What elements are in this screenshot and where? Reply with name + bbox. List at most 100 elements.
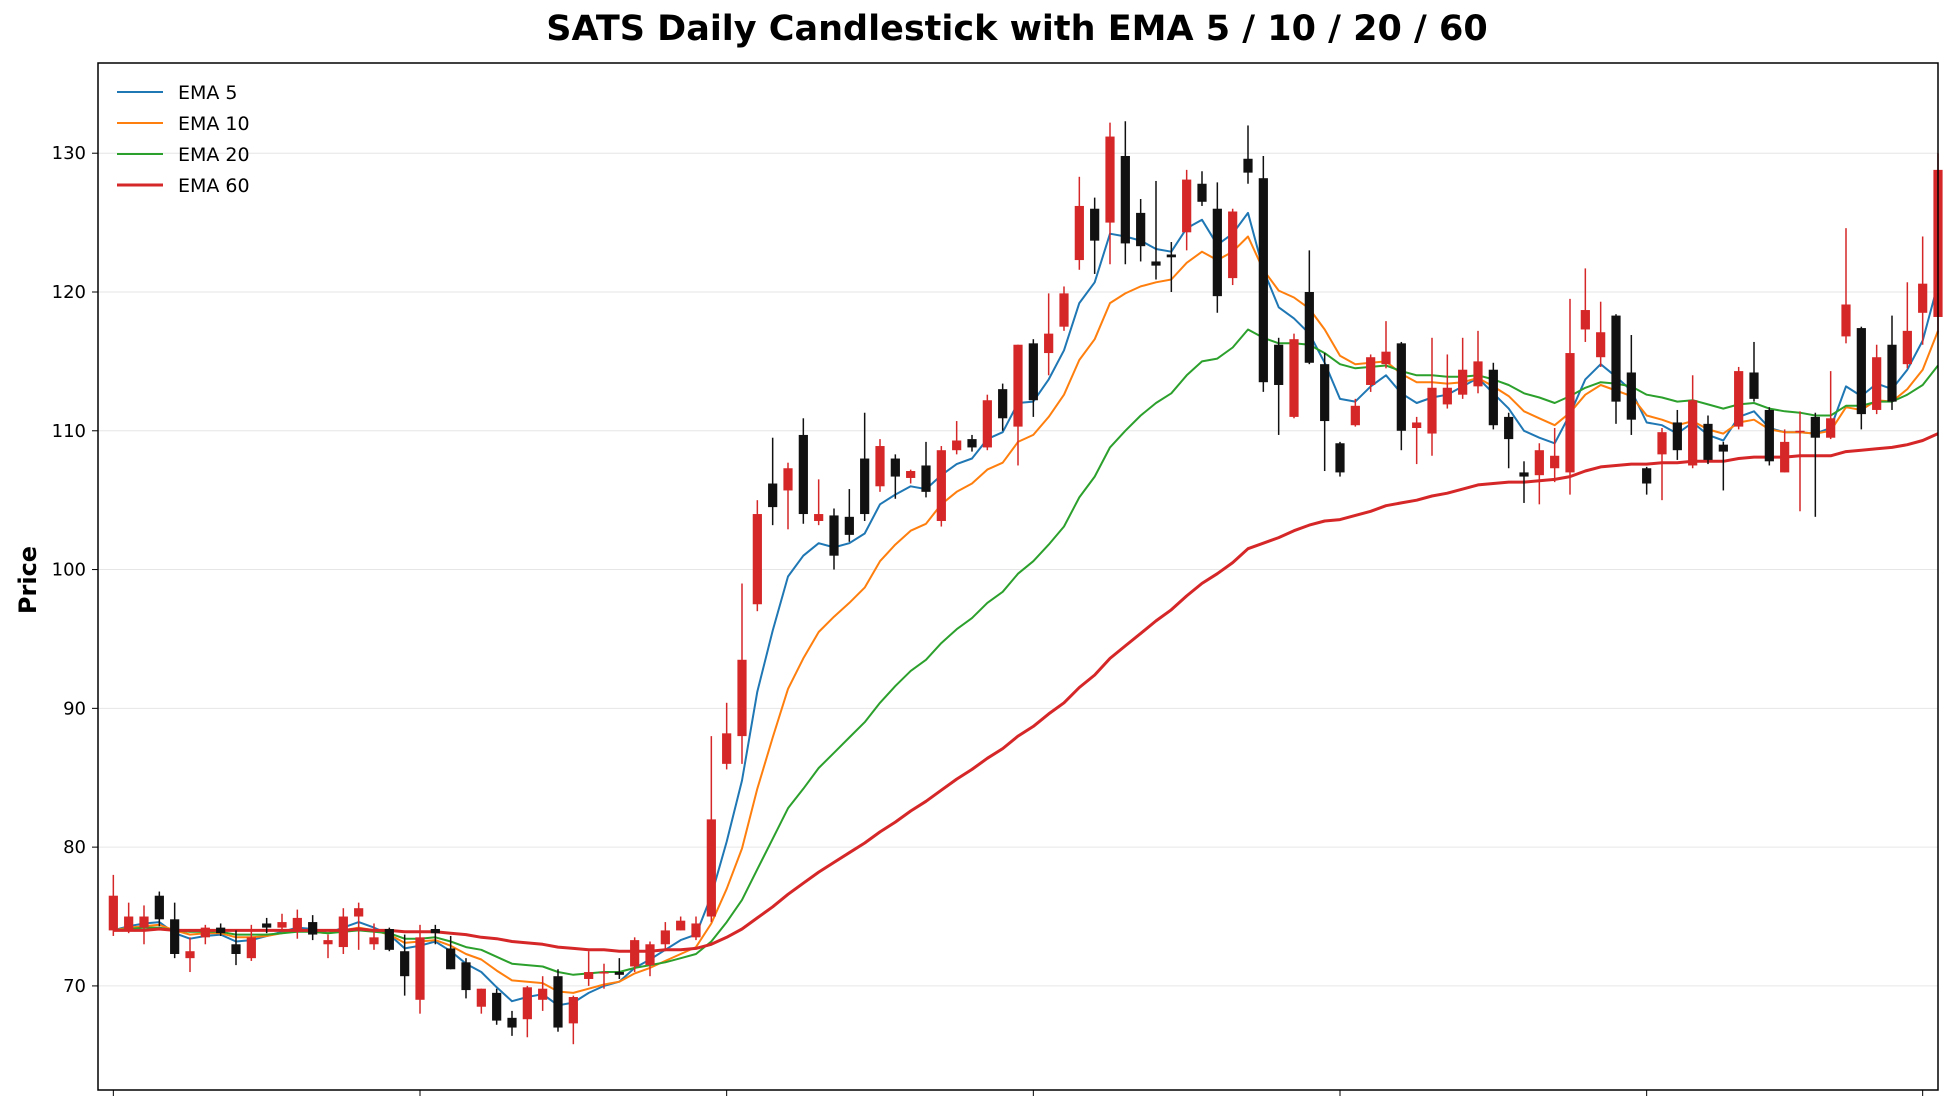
candle — [1672, 409, 1682, 460]
candle-body — [538, 988, 548, 1000]
candle — [1059, 286, 1069, 331]
candle-body — [200, 927, 210, 938]
candle-body — [814, 514, 824, 521]
candle-body — [1182, 179, 1192, 233]
candle — [124, 902, 134, 934]
candle-body — [982, 400, 992, 448]
candle-body — [645, 944, 655, 966]
candle-body — [1519, 472, 1529, 477]
candle-body — [706, 819, 716, 917]
candle-body — [461, 962, 471, 991]
candle — [446, 935, 456, 970]
candle — [890, 454, 900, 499]
candle-body — [1504, 416, 1514, 440]
candle — [1381, 321, 1391, 369]
candle-body — [216, 927, 226, 934]
candle — [584, 951, 594, 986]
candle-body — [1258, 178, 1268, 383]
candle-body — [185, 951, 195, 959]
candle — [1304, 250, 1314, 365]
candle-body — [1442, 387, 1452, 405]
candle — [998, 383, 1008, 431]
candle-body — [1197, 183, 1207, 202]
ema-line-ema60 — [113, 432, 1939, 953]
candle-body — [1151, 261, 1161, 266]
candle-body — [262, 923, 272, 928]
candle-body — [998, 389, 1008, 419]
candle — [952, 421, 962, 455]
candle — [1856, 326, 1866, 430]
candle-body — [1105, 136, 1115, 223]
candle — [538, 976, 548, 1011]
candle — [1902, 282, 1912, 369]
candle — [921, 441, 931, 498]
candle — [231, 930, 241, 966]
candle-body — [630, 940, 640, 967]
candle — [1028, 339, 1038, 417]
candle-body — [1534, 450, 1544, 476]
y-tick-label: 120 — [52, 282, 86, 303]
candle — [277, 913, 287, 931]
candle — [1212, 182, 1222, 313]
candle — [1228, 208, 1238, 286]
legend-label: EMA 60 — [178, 175, 250, 197]
y-tick-label: 70 — [63, 976, 86, 997]
ema-lines — [113, 211, 1939, 1007]
candle — [1519, 461, 1529, 503]
candle — [737, 583, 747, 764]
candle — [1580, 268, 1590, 342]
candle — [216, 923, 226, 936]
candle-body — [400, 951, 410, 977]
candle-body — [829, 515, 839, 556]
candle — [1320, 353, 1330, 472]
candle — [1274, 337, 1284, 435]
candle-body — [1657, 432, 1667, 455]
candle — [1120, 121, 1130, 265]
candle-body — [921, 465, 931, 492]
candle — [1596, 301, 1606, 367]
candle — [1350, 398, 1360, 427]
legend-label: EMA 10 — [178, 113, 250, 135]
candle-body — [568, 997, 578, 1024]
candle — [1918, 236, 1928, 345]
candle-body — [1320, 364, 1330, 422]
candle-body — [1703, 423, 1713, 460]
candle-body — [1013, 344, 1023, 427]
candle — [798, 418, 808, 524]
candle-body — [737, 659, 747, 737]
candle-body — [1611, 315, 1621, 402]
candle — [338, 908, 348, 954]
candle-body — [1136, 212, 1146, 247]
candle-body — [1274, 344, 1284, 385]
y-tick-label: 130 — [52, 143, 86, 164]
candle-body — [952, 440, 962, 451]
candle — [1243, 125, 1253, 184]
candle — [1810, 412, 1820, 517]
candle — [1642, 466, 1652, 495]
candle-body — [1120, 155, 1130, 244]
candle — [369, 923, 379, 950]
candle — [1887, 315, 1897, 410]
candle — [1197, 171, 1207, 206]
candle — [1182, 169, 1192, 251]
candle — [676, 916, 686, 931]
candle — [875, 439, 885, 492]
y-tick-label: 80 — [63, 837, 86, 858]
candle — [553, 969, 563, 1032]
candle-body — [246, 937, 256, 959]
candle-body — [875, 446, 885, 487]
legend: EMA 5 EMA 10 EMA 20 EMA 60 — [117, 82, 250, 197]
candle — [1044, 293, 1054, 376]
candle-body — [1626, 372, 1636, 420]
candle-body — [676, 920, 686, 931]
candle — [614, 958, 624, 979]
candle-body — [1044, 333, 1054, 354]
candle — [906, 469, 916, 484]
candle-body — [1396, 343, 1406, 431]
candle — [768, 437, 778, 526]
candle — [1611, 314, 1621, 424]
candle — [1074, 176, 1084, 270]
candle — [415, 924, 425, 1014]
candle — [844, 489, 854, 542]
